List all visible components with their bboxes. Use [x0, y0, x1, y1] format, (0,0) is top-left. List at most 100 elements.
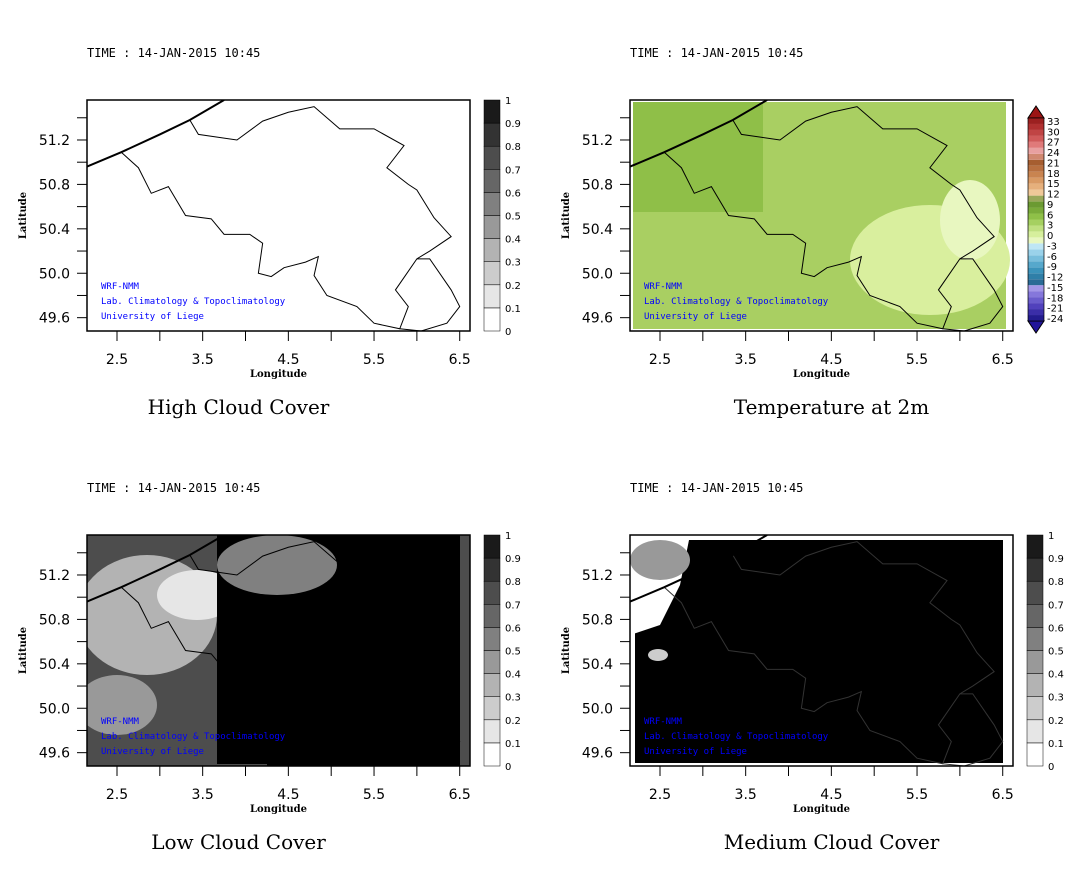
colorbar-label: 1 — [505, 96, 511, 107]
panel-temperature: TIME : 14-JAN-2015 10:45 2.5 3.5 4.5 5.5 6.5 5… — [561, 46, 1063, 419]
y-axis-label: Latitude — [18, 192, 29, 239]
time-label: TIME : 14-JAN-2015 10:45 — [630, 46, 803, 60]
colorbar-min-arrow — [1027, 320, 1045, 334]
y-tick-label: 50.4 — [582, 222, 613, 238]
colorbar-label: 0 — [505, 762, 511, 773]
panel-title: Low Cloud Cover — [151, 830, 326, 854]
colorbar-label: 0.6 — [1048, 623, 1064, 634]
colorbar-swatch — [483, 673, 501, 697]
colorbar-label: 21 — [1047, 158, 1060, 169]
colorbar-swatch — [1028, 201, 1044, 208]
colorbar-swatch — [1026, 650, 1044, 674]
x-tick-label: 3.5 — [192, 352, 214, 368]
colorbar-label: 1 — [505, 531, 511, 542]
x-tick-label: 2.5 — [106, 352, 128, 368]
colorbar: 0 0.1 0.2 0.3 0.4 0.5 0.6 0.7 0.8 0.9 1 — [1026, 531, 1064, 773]
x-axis-label: Longitude — [793, 369, 850, 380]
x-tick-label: 6.5 — [449, 352, 471, 368]
y-tick-label: 50.4 — [39, 222, 70, 238]
y-tick-label: 50.0 — [582, 701, 613, 717]
x-tick-label: 4.5 — [277, 787, 299, 803]
y-tick-label: 50.4 — [39, 657, 70, 673]
panel-title: Temperature at 2m — [734, 395, 929, 419]
colorbar-label: -18 — [1047, 293, 1063, 304]
colorbar-swatch — [1028, 285, 1044, 292]
time-label: TIME : 14-JAN-2015 10:45 — [630, 481, 803, 495]
colorbar-swatch — [1026, 534, 1044, 559]
y-tick-label: 49.6 — [582, 746, 613, 762]
coastline — [630, 535, 768, 603]
x-tick-label: 6.5 — [992, 352, 1014, 368]
credit-text: WRF-NMM — [644, 282, 683, 292]
colorbar-swatch — [1026, 604, 1044, 628]
colorbar-label: 0.5 — [1048, 647, 1064, 658]
colorbar-label: 0.7 — [505, 600, 521, 611]
colorbar-label: 0.2 — [1048, 716, 1064, 727]
y-tick-label: 50.0 — [39, 266, 70, 282]
y-tick-label: 49.6 — [582, 311, 613, 327]
colorbar-swatch — [483, 650, 501, 674]
colorbar-label: -6 — [1047, 252, 1057, 263]
y-tick-label: 50.8 — [582, 177, 613, 193]
colorbar-label: 0.1 — [1048, 739, 1064, 750]
colorbar-swatch — [1026, 627, 1044, 651]
colorbar-label: 0.6 — [505, 623, 521, 634]
colorbar-swatch — [1028, 141, 1044, 148]
colorbar-label: 27 — [1047, 138, 1060, 149]
colorbar-swatch — [1028, 207, 1044, 214]
colorbar-label: 15 — [1047, 179, 1060, 190]
colorbar-swatch — [1026, 580, 1044, 605]
credit-text: University of Liege — [101, 312, 204, 322]
colorbar-swatch — [483, 742, 501, 767]
colorbar-swatch — [483, 604, 501, 628]
time-label: TIME : 14-JAN-2015 10:45 — [87, 481, 260, 495]
colorbar-swatch — [483, 307, 501, 332]
colorbar-label: 0.7 — [505, 165, 521, 176]
colorbar-swatch — [1026, 673, 1044, 697]
credit-text: Lab. Climatology & Topoclimatology — [101, 732, 286, 742]
colorbar-swatch — [1028, 183, 1044, 190]
x-tick-label: 5.5 — [363, 352, 385, 368]
colorbar-swatch — [483, 627, 501, 651]
colorbar-swatch — [1028, 177, 1044, 184]
colorbar-swatch — [483, 238, 501, 262]
field-fill — [630, 100, 1010, 331]
field-fill — [87, 100, 461, 331]
y-tick-label: 50.4 — [582, 657, 613, 673]
coastline — [87, 100, 225, 168]
credit-text: Lab. Climatology & Topoclimatology — [644, 732, 829, 742]
colorbar-swatch — [483, 557, 501, 582]
x-tick-label: 4.5 — [820, 787, 842, 803]
colorbar-swatch — [483, 534, 501, 559]
colorbar-label: 0.7 — [1048, 600, 1064, 611]
x-tick-label: 3.5 — [735, 352, 757, 368]
plot-frame — [629, 99, 1014, 332]
credit-text: Lab. Climatology & Topoclimatology — [644, 297, 829, 307]
colorbar-swatch — [1028, 297, 1044, 304]
colorbar-swatch — [1028, 315, 1044, 321]
colorbar-swatch — [1028, 165, 1044, 172]
colorbar-label: -15 — [1047, 283, 1063, 294]
colorbar-label: 0.2 — [505, 716, 521, 727]
colorbar-max-arrow — [1027, 105, 1045, 119]
colorbar-swatch — [483, 284, 501, 309]
y-tick-label: 51.2 — [39, 568, 70, 584]
colorbar-swatch — [1028, 237, 1044, 244]
colorbar-swatch — [1028, 243, 1044, 250]
colorbar-label: 33 — [1047, 117, 1060, 128]
colorbar-swatch — [483, 696, 501, 721]
colorbar-label: 0.4 — [505, 235, 521, 246]
colorbar-swatch — [1028, 231, 1044, 238]
border-line — [399, 693, 461, 766]
colorbar-swatch — [1028, 249, 1044, 256]
colorbar-label: 0.3 — [1048, 693, 1064, 704]
border-line — [120, 106, 452, 330]
colorbar-swatch — [1028, 118, 1044, 124]
x-axis-label: Longitude — [250, 369, 307, 380]
field-fill — [630, 535, 1004, 766]
border-line — [942, 258, 1004, 331]
time-label: TIME : 14-JAN-2015 10:45 — [87, 46, 260, 60]
x-tick-label: 2.5 — [649, 352, 671, 368]
colorbar-label: -24 — [1047, 314, 1063, 325]
